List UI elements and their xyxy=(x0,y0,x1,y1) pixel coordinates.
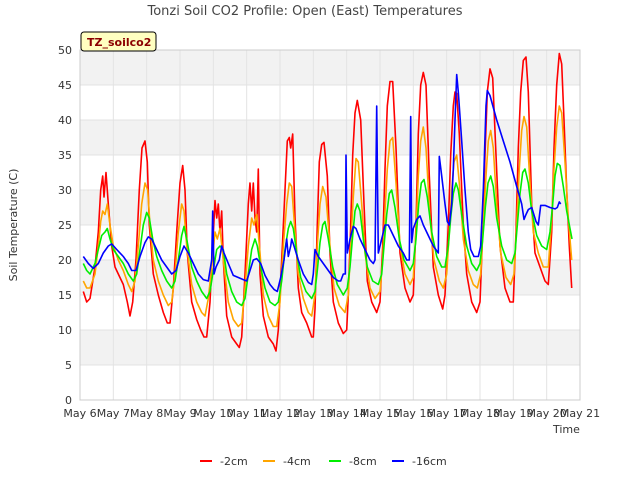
legend-label: -4cm xyxy=(283,455,311,468)
x-tick-label: May 20 xyxy=(527,407,567,420)
grid-band xyxy=(80,330,580,365)
x-tick-label: May 19 xyxy=(493,407,533,420)
series-line-8cmcm xyxy=(82,162,573,307)
x-tick-label: May 10 xyxy=(193,407,233,420)
legend-label: -16cm xyxy=(412,455,447,468)
y-tick-label: 30 xyxy=(58,184,72,197)
grid-band xyxy=(80,260,580,295)
y-tick-label: 40 xyxy=(58,114,72,127)
grid-band xyxy=(80,190,580,225)
x-tick-label: May 8 xyxy=(130,407,163,420)
legend-label: -2cm xyxy=(220,455,248,468)
x-tick-label: May 12 xyxy=(260,407,300,420)
legend-label: -8cm xyxy=(349,455,377,468)
legend-item: -8cm xyxy=(329,455,377,468)
y-tick-label: 15 xyxy=(58,289,72,302)
x-tick-label: May 18 xyxy=(460,407,500,420)
site-label-box: TZ_soilco2 xyxy=(80,31,157,52)
site-label-background xyxy=(80,31,157,52)
grid-band xyxy=(80,50,580,85)
series-line-16cmcm xyxy=(82,73,562,293)
y-tick-label: 45 xyxy=(58,79,72,92)
x-axis-label: Time xyxy=(552,423,580,436)
plot-area-border xyxy=(79,49,581,401)
y-tick-label: 25 xyxy=(58,219,72,232)
grid-band xyxy=(80,120,580,155)
y-tick-label: 5 xyxy=(65,359,72,372)
y-tick-label: 50 xyxy=(58,44,72,57)
y-axis-ticks: 0 5 10 15 20 25 30 35 40 45 50 xyxy=(58,44,72,407)
legend-item: -16cm xyxy=(392,455,447,468)
x-tick-label: May 7 xyxy=(97,407,130,420)
x-tick-label: May 16 xyxy=(393,407,433,420)
x-tick-label: May 11 xyxy=(227,407,267,420)
x-tick-label: May 9 xyxy=(163,407,196,420)
x-tick-label: May 15 xyxy=(360,407,400,420)
y-axis-label: Soil Temperature (C) xyxy=(7,169,20,282)
x-tick-label: May 17 xyxy=(427,407,467,420)
y-tick-label: 10 xyxy=(58,324,72,337)
site-label: TZ_soilco2 xyxy=(87,36,151,49)
chart-title: Tonzi Soil CO2 Profile: Open (East) Temp… xyxy=(146,4,462,19)
x-tick-label: May 21 xyxy=(560,407,600,420)
y-tick-label: 35 xyxy=(58,149,72,162)
x-tick-label: May 14 xyxy=(327,407,367,420)
y-tick-label: 20 xyxy=(58,254,72,267)
legend-item: -2cm xyxy=(200,455,248,468)
series-group xyxy=(82,52,573,352)
series-line-2cmcm xyxy=(82,52,573,352)
legend-item: -4cm xyxy=(263,455,311,468)
x-tick-label: May 13 xyxy=(293,407,333,420)
grid-bands xyxy=(80,50,580,365)
y-tick-label: 0 xyxy=(65,394,72,407)
x-tick-label: May 6 xyxy=(63,407,96,420)
legend: -2cm -4cm -8cm -16cm xyxy=(200,455,447,468)
